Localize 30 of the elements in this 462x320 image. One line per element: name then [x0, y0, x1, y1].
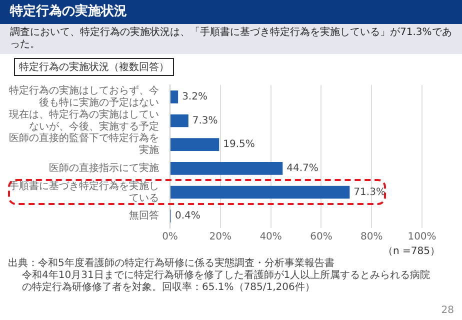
- y-tick-label: 特定行為の実施はしておらず、今後も特に実施の予定はない: [9, 84, 159, 109]
- y-tick-label: 現在は、特定行為の実施はしていないが、今後、実施する予定: [9, 108, 159, 132]
- bar: [170, 114, 188, 128]
- y-tick-label: 医師の直接的監督下で特定行為を実施: [9, 132, 159, 156]
- x-tick-label: 0%: [162, 232, 178, 243]
- y-tick-label: 医師の直接指示にて実施: [49, 162, 159, 174]
- text: （n =785）: [382, 246, 441, 258]
- text: 特定行為の実施状況（複数回答）: [14, 58, 174, 76]
- data-label: 7.3%: [192, 115, 218, 126]
- bar: [170, 138, 220, 152]
- bar: [170, 162, 283, 175]
- text: 28: [441, 305, 454, 316]
- bar: [170, 186, 350, 199]
- x-tick-label: 100%: [408, 232, 436, 243]
- data-label: 44.7%: [286, 163, 318, 174]
- y-tick-label: 手順書に基づき特定行為を実施している: [9, 180, 159, 204]
- data-label: 19.5%: [223, 139, 255, 150]
- x-tick-label: 40%: [260, 232, 282, 243]
- chart-subtitle: 調査において、特定行為の実施状況は、「手順書に基づき特定行為を実施している」が71.3%であった。: [0, 24, 462, 54]
- x-tick-label: 20%: [209, 232, 232, 243]
- data-label: 0.4%: [175, 210, 200, 222]
- chart-title: 特定行為の実施状況: [0, 0, 462, 24]
- source-note: 出典：令和5年度看護師の特定行為研修に係る実態調査・分析事業報告書: [7, 258, 336, 270]
- data-label: 3.2%: [182, 92, 208, 103]
- text: 令和4年10月31日までに特定行為研修を修了した看護師が1人以上所属するとみられる病院の特定行為研修修了者を対象。回収率：65.1%（785/1,206件）: [21, 270, 432, 294]
- data-label: 71.3%: [354, 186, 386, 198]
- x-tick-label: 60%: [310, 232, 332, 243]
- y-tick-label: 無回答: [129, 210, 159, 222]
- x-tick-label: 80%: [360, 232, 383, 243]
- bar: [170, 90, 178, 104]
